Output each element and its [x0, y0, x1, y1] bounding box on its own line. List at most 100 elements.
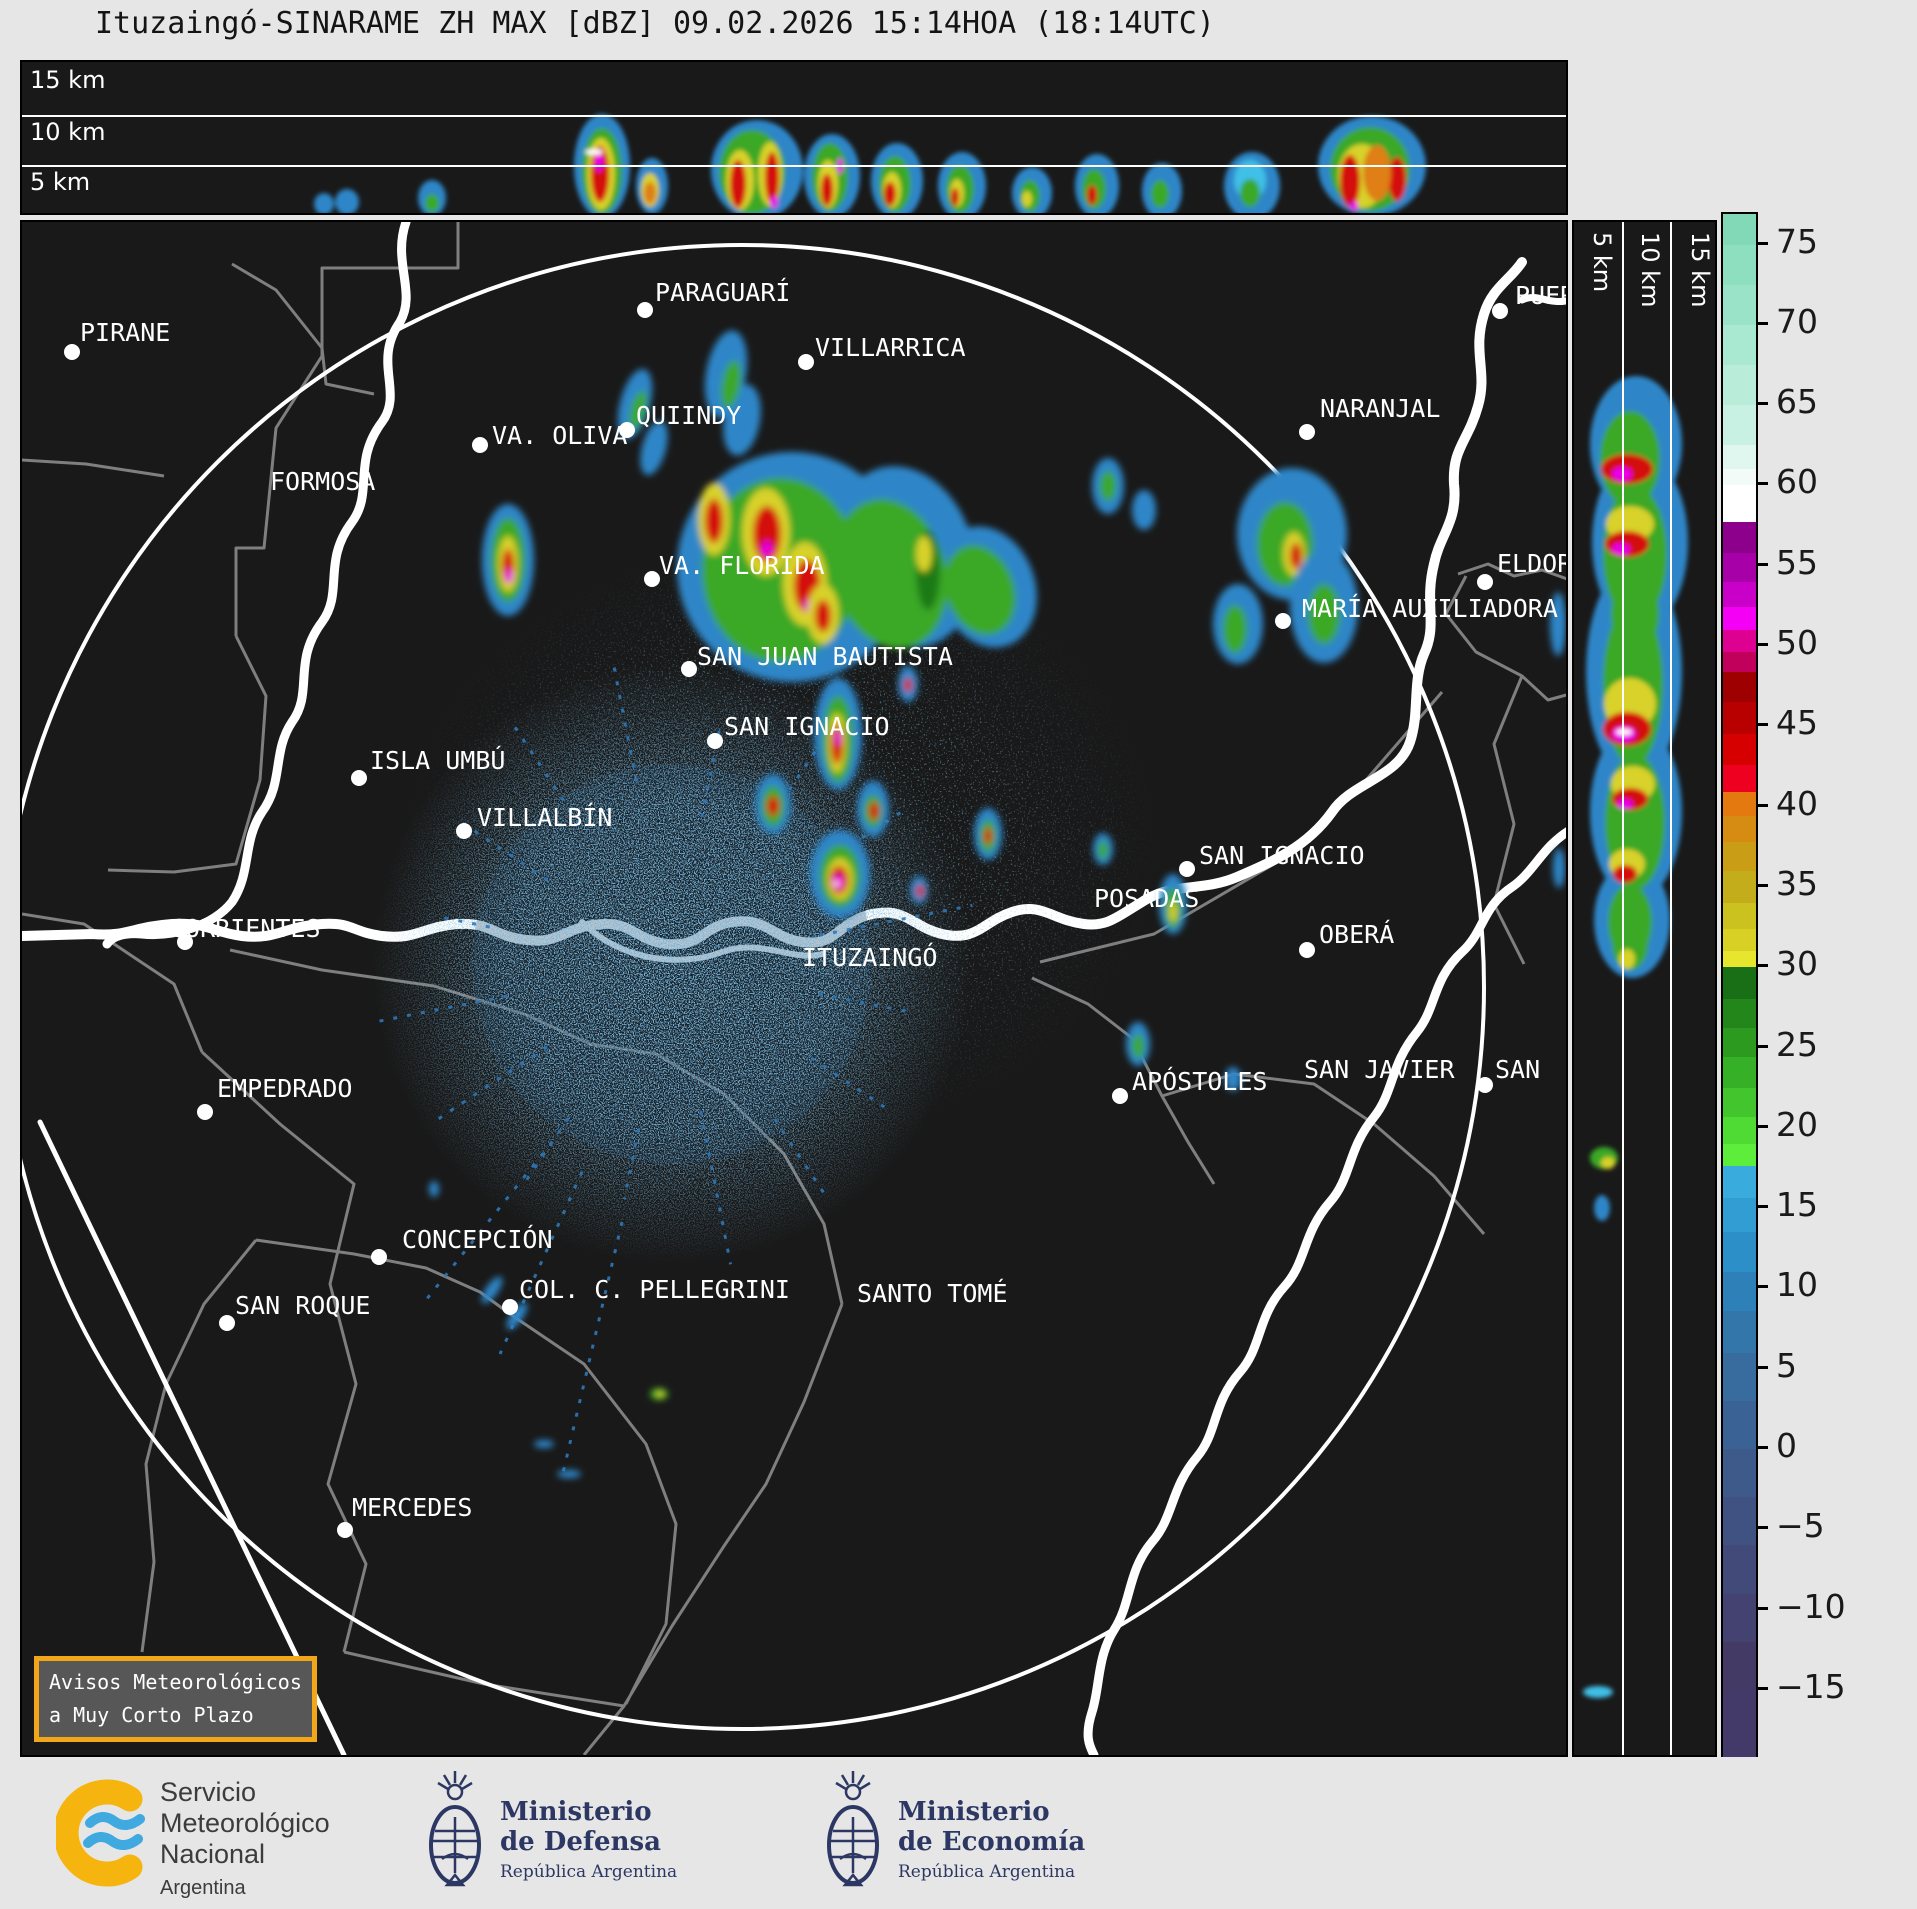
colorbar-segment — [1723, 652, 1756, 673]
colorbar-segment — [1723, 671, 1756, 703]
colorbar-tick-label: 15 — [1776, 1185, 1818, 1225]
colorbar-segment — [1723, 1593, 1756, 1643]
ministry-defensa-line-1: Ministerio — [500, 1797, 652, 1827]
gridline-10km-v — [1670, 222, 1672, 1755]
ground-clutter — [371, 542, 1162, 1478]
city-dot — [681, 661, 697, 677]
colorbar-segment — [1723, 1028, 1756, 1058]
colorbar — [1721, 212, 1758, 1761]
colorbar-segment — [1723, 214, 1756, 245]
colorbar-tickmark — [1757, 883, 1768, 887]
city-dot — [1112, 1088, 1128, 1104]
economia-coat-of-arms-icon — [827, 1771, 879, 1887]
ministry-defensa-line-2: de Defensa — [500, 1827, 661, 1857]
cross-section-side-panel: 5 km 10 km 15 km — [1572, 220, 1717, 1757]
colorbar-segment — [1723, 967, 1756, 1000]
colorbar-segment — [1723, 445, 1756, 470]
colorbar-segment — [1723, 1166, 1756, 1199]
colorbar-segment — [1723, 1087, 1756, 1118]
colorbar-tickmark — [1757, 402, 1768, 406]
gridline-5km — [22, 165, 1566, 167]
city-label: MERCEDES — [352, 1493, 472, 1522]
colorbar-segment — [1723, 792, 1756, 817]
paraguay-river — [102, 222, 411, 949]
colorbar-segment — [1723, 607, 1756, 631]
city-dot — [1299, 424, 1315, 440]
city-label: SANTO TOMÉ — [857, 1279, 1008, 1308]
city-dot — [64, 344, 80, 360]
city-label: SAN JUAN BAUTISTA — [697, 642, 953, 671]
city-dot — [371, 1249, 387, 1265]
river-branch — [1518, 293, 1566, 305]
colorbar-tick-label: 40 — [1776, 783, 1818, 823]
city-label: VILLARRICA — [815, 333, 966, 362]
colorbar-tick-label: 20 — [1776, 1104, 1818, 1144]
city-dot — [337, 1522, 353, 1538]
colorbar-segment — [1723, 1449, 1756, 1498]
colorbar-segment — [1723, 928, 1756, 952]
colorbar-segment — [1723, 1057, 1756, 1089]
colorbar-tickmark — [1757, 1606, 1768, 1610]
city-dot — [219, 1315, 235, 1331]
altitude-label-10km: 10 km — [30, 118, 106, 146]
warning-line-2: a Muy Corto Plazo — [49, 1703, 254, 1727]
colorbar-tickmark — [1757, 562, 1768, 566]
city-label: COL. C. PELLEGRINI — [519, 1275, 790, 1304]
city-dot — [1275, 613, 1291, 629]
footer: Servicio Meteorológico Nacional Argentin… — [0, 1757, 1917, 1909]
colorbar-tick-label: 60 — [1776, 462, 1818, 502]
smn-line-1: Servicio — [160, 1777, 257, 1807]
colorbar-tickmark — [1757, 964, 1768, 968]
colorbar-tick-label: −10 — [1776, 1586, 1846, 1626]
city-label: SAN ROQUE — [235, 1291, 370, 1320]
white-line-sw — [37, 1119, 347, 1755]
altitude-label-15km: 15 km — [30, 66, 106, 94]
colorbar-segment — [1723, 1272, 1756, 1312]
colorbar-segment — [1723, 1689, 1756, 1761]
radar-echoes — [429, 330, 1566, 1478]
colorbar-tick-label: −5 — [1776, 1506, 1825, 1546]
city-label: NARANJAL — [1320, 394, 1440, 423]
ministry-economia: Ministerio de Economía República Argenti… — [898, 1797, 1085, 1882]
colorbar-tick-label: 55 — [1776, 542, 1818, 582]
colorbar-segment — [1723, 951, 1756, 968]
colorbar-segment — [1723, 1352, 1756, 1402]
page-title: Ituzaingó-SINARAME ZH MAX [dBZ] 09.02.20… — [95, 6, 1215, 41]
radar-map-panel: PIRANE PARAGUARÍ VILLARRICA QUIINDY VA. OLIV… — [20, 220, 1568, 1757]
colorbar-segment — [1723, 1116, 1756, 1145]
colorbar-segment — [1723, 1497, 1756, 1546]
city-dot — [1477, 1077, 1493, 1093]
colorbar-segment — [1723, 1641, 1756, 1691]
colorbar-segment — [1723, 1232, 1756, 1273]
city-dot — [798, 354, 814, 370]
colorbar-segment — [1723, 324, 1756, 366]
colorbar-segment — [1723, 1400, 1756, 1450]
colorbar-tickmark — [1757, 1044, 1768, 1048]
range-ring — [22, 243, 1486, 1731]
colorbar-segment — [1723, 816, 1756, 843]
colorbar-tick-label: 25 — [1776, 1024, 1818, 1064]
city-dot — [351, 770, 367, 786]
ministry-economia-sub: República Argentina — [898, 1862, 1076, 1882]
city-label: VILLALBÍN — [477, 803, 612, 832]
city-label: ELDORADO — [1497, 549, 1566, 578]
colorbar-segment — [1723, 870, 1756, 904]
distance-label: 5 km — [1588, 232, 1616, 292]
colorbar-tick-label: 50 — [1776, 623, 1818, 662]
smn-line-3: Nacional — [160, 1839, 266, 1869]
smn-wordmark: Servicio Meteorológico Nacional Argentin… — [160, 1777, 330, 1904]
colorbar-tickmark — [1757, 241, 1768, 245]
colorbar-tick-label: 65 — [1776, 382, 1818, 422]
side-cross-section-echoes: 5 km 10 km 15 km — [1583, 232, 1714, 1698]
colorbar-tick-label: 10 — [1776, 1265, 1818, 1305]
colorbar-tickmark — [1757, 1526, 1768, 1530]
ministry-economia-line-2: de Economía — [898, 1827, 1086, 1857]
colorbar-tickmark — [1757, 321, 1768, 325]
city-label: ISLA UMBÚ — [370, 745, 505, 775]
city-dot — [1477, 574, 1493, 590]
colorbar-tickmark — [1757, 1365, 1768, 1369]
colorbar-segment — [1723, 364, 1756, 406]
colorbar-segment — [1723, 469, 1756, 486]
colorbar-tick-label: 75 — [1776, 221, 1818, 261]
